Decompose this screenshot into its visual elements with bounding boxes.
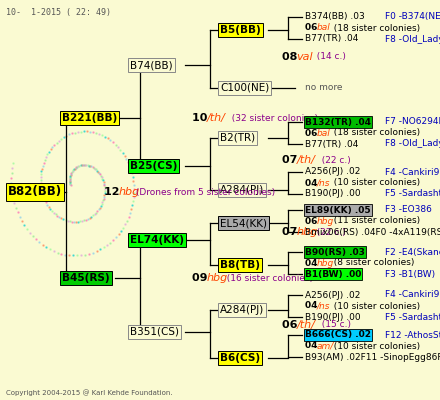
Text: 10-  1-2015 ( 22: 49): 10- 1-2015 ( 22: 49) (6, 8, 111, 17)
Text: hbg: hbg (317, 216, 334, 226)
Text: B5(BB): B5(BB) (220, 25, 261, 35)
Text: bal: bal (317, 24, 330, 32)
Text: (32 sister colonies): (32 sister colonies) (226, 114, 318, 122)
Text: (11 sister colonies): (11 sister colonies) (328, 216, 421, 226)
Text: bal: bal (317, 128, 330, 138)
Text: A284(PJ): A284(PJ) (220, 305, 264, 315)
Text: F2 -E4(Skane-B): F2 -E4(Skane-B) (385, 248, 440, 256)
Text: Copyright 2004-2015 @ Karl Kehde Foundation.: Copyright 2004-2015 @ Karl Kehde Foundat… (6, 389, 172, 396)
Text: F12 -AthosSt80R: F12 -AthosSt80R (385, 330, 440, 340)
Text: B25(CS): B25(CS) (130, 161, 177, 171)
Text: /th/: /th/ (297, 155, 315, 165)
Text: B77(TR) .04: B77(TR) .04 (305, 140, 358, 148)
Text: am/: am/ (317, 342, 334, 350)
Text: F0 -B374(NE): F0 -B374(NE) (385, 12, 440, 22)
Text: F4 -Cankiri97Q: F4 -Cankiri97Q (385, 168, 440, 176)
Text: A256(PJ) .02: A256(PJ) .02 (305, 168, 360, 176)
Text: Bmix06(RS) .04F0 -4xA119(RS): Bmix06(RS) .04F0 -4xA119(RS) (305, 228, 440, 236)
Text: F5 -Sardasht93R: F5 -Sardasht93R (385, 312, 440, 322)
Text: 04: 04 (305, 178, 321, 188)
Text: (Drones from 5 sister colonies): (Drones from 5 sister colonies) (133, 188, 275, 196)
Text: hbg: hbg (118, 187, 139, 197)
Text: B77(TR) .04: B77(TR) .04 (305, 34, 358, 44)
Text: hbg: hbg (206, 273, 227, 283)
Text: B2(TR): B2(TR) (220, 133, 255, 143)
Text: (15 c.): (15 c.) (315, 320, 351, 330)
Text: (10 sister colonies): (10 sister colonies) (328, 302, 421, 310)
Text: A284(PJ): A284(PJ) (220, 185, 264, 195)
Text: hbg: hbg (317, 258, 334, 268)
Text: (22 c.): (22 c.) (311, 228, 345, 236)
Text: B6(CS): B6(CS) (220, 353, 260, 363)
Text: B190(PJ) .00: B190(PJ) .00 (305, 312, 361, 322)
Text: C100(NE): C100(NE) (220, 83, 269, 93)
Text: 09: 09 (192, 273, 211, 283)
Text: B1(BW) .00: B1(BW) .00 (305, 270, 361, 278)
Text: F3 -EO386: F3 -EO386 (385, 206, 432, 214)
Text: (10 sister colonies): (10 sister colonies) (328, 342, 421, 350)
Text: 04: 04 (305, 302, 321, 310)
Text: (22 c.): (22 c.) (315, 156, 350, 164)
Text: B74(BB): B74(BB) (130, 60, 172, 70)
Text: B221(BB): B221(BB) (62, 113, 117, 123)
Text: B351(CS): B351(CS) (130, 327, 179, 337)
Text: no more: no more (305, 84, 342, 92)
Text: hbg: hbg (297, 227, 318, 237)
Text: (8 sister colonies): (8 sister colonies) (328, 258, 415, 268)
Text: B45(RS): B45(RS) (62, 273, 110, 283)
Text: A256(PJ) .02: A256(PJ) .02 (305, 290, 360, 300)
Text: B93(AM) .02F11 -SinopEgg86R: B93(AM) .02F11 -SinopEgg86R (305, 352, 440, 362)
Text: F7 -NO6294R: F7 -NO6294R (385, 118, 440, 126)
Text: (14 c.): (14 c.) (311, 52, 346, 62)
Text: (16 sister colonies): (16 sister colonies) (221, 274, 313, 282)
Text: B666(CS) .02: B666(CS) .02 (305, 330, 371, 340)
Text: F5 -Sardasht93R: F5 -Sardasht93R (385, 190, 440, 198)
Text: F8 -Old_Lady: F8 -Old_Lady (385, 140, 440, 148)
Text: val: val (297, 52, 313, 62)
Text: 04: 04 (305, 258, 321, 268)
Text: B132(TR) .04: B132(TR) .04 (305, 118, 371, 126)
Text: (18 sister colonies): (18 sister colonies) (328, 24, 421, 32)
Text: B8(TB): B8(TB) (220, 260, 260, 270)
Text: F8 -Old_Lady: F8 -Old_Lady (385, 34, 440, 44)
Text: /th/: /th/ (206, 113, 225, 123)
Text: (18 sister colonies): (18 sister colonies) (328, 128, 421, 138)
Text: 06: 06 (305, 128, 320, 138)
Text: 08: 08 (282, 52, 301, 62)
Text: EL89(KK) .05: EL89(KK) .05 (305, 206, 370, 214)
Text: EL74(KK): EL74(KK) (130, 235, 184, 245)
Text: 04: 04 (305, 342, 321, 350)
Text: 07: 07 (282, 155, 301, 165)
Text: /ns: /ns (317, 178, 330, 188)
Text: B190(PJ) .00: B190(PJ) .00 (305, 190, 361, 198)
Text: 06: 06 (282, 320, 301, 330)
Text: B90(RS) .03: B90(RS) .03 (305, 248, 365, 256)
Text: /ns: /ns (317, 302, 330, 310)
Text: 06: 06 (305, 216, 320, 226)
Text: 12: 12 (104, 187, 123, 197)
Text: (10 sister colonies): (10 sister colonies) (328, 178, 421, 188)
Text: 10: 10 (192, 113, 211, 123)
Text: 06: 06 (305, 24, 320, 32)
Text: 07: 07 (282, 227, 301, 237)
Text: B82(BB): B82(BB) (8, 186, 62, 198)
Text: F3 -B1(BW): F3 -B1(BW) (385, 270, 435, 278)
Text: EL54(KK): EL54(KK) (220, 218, 267, 228)
Text: B374(BB) .03: B374(BB) .03 (305, 12, 365, 22)
Text: /th/: /th/ (297, 320, 315, 330)
Text: F4 -Cankiri97Q: F4 -Cankiri97Q (385, 290, 440, 300)
